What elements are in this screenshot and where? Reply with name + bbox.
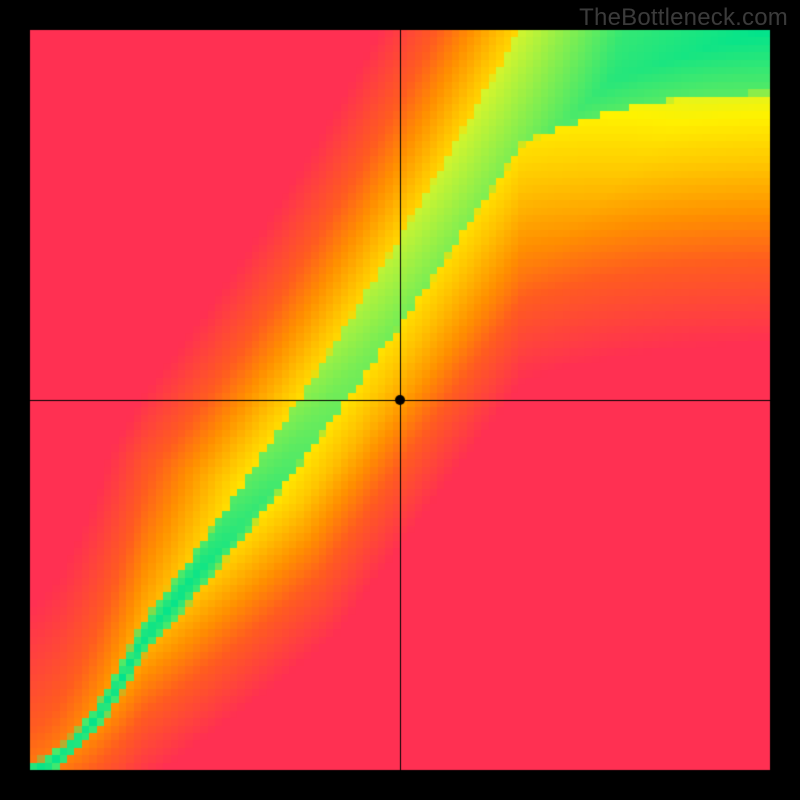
watermark-text: TheBottleneck.com xyxy=(579,4,788,32)
chart-container: TheBottleneck.com xyxy=(0,0,800,800)
bottleneck-heatmap xyxy=(0,0,800,800)
